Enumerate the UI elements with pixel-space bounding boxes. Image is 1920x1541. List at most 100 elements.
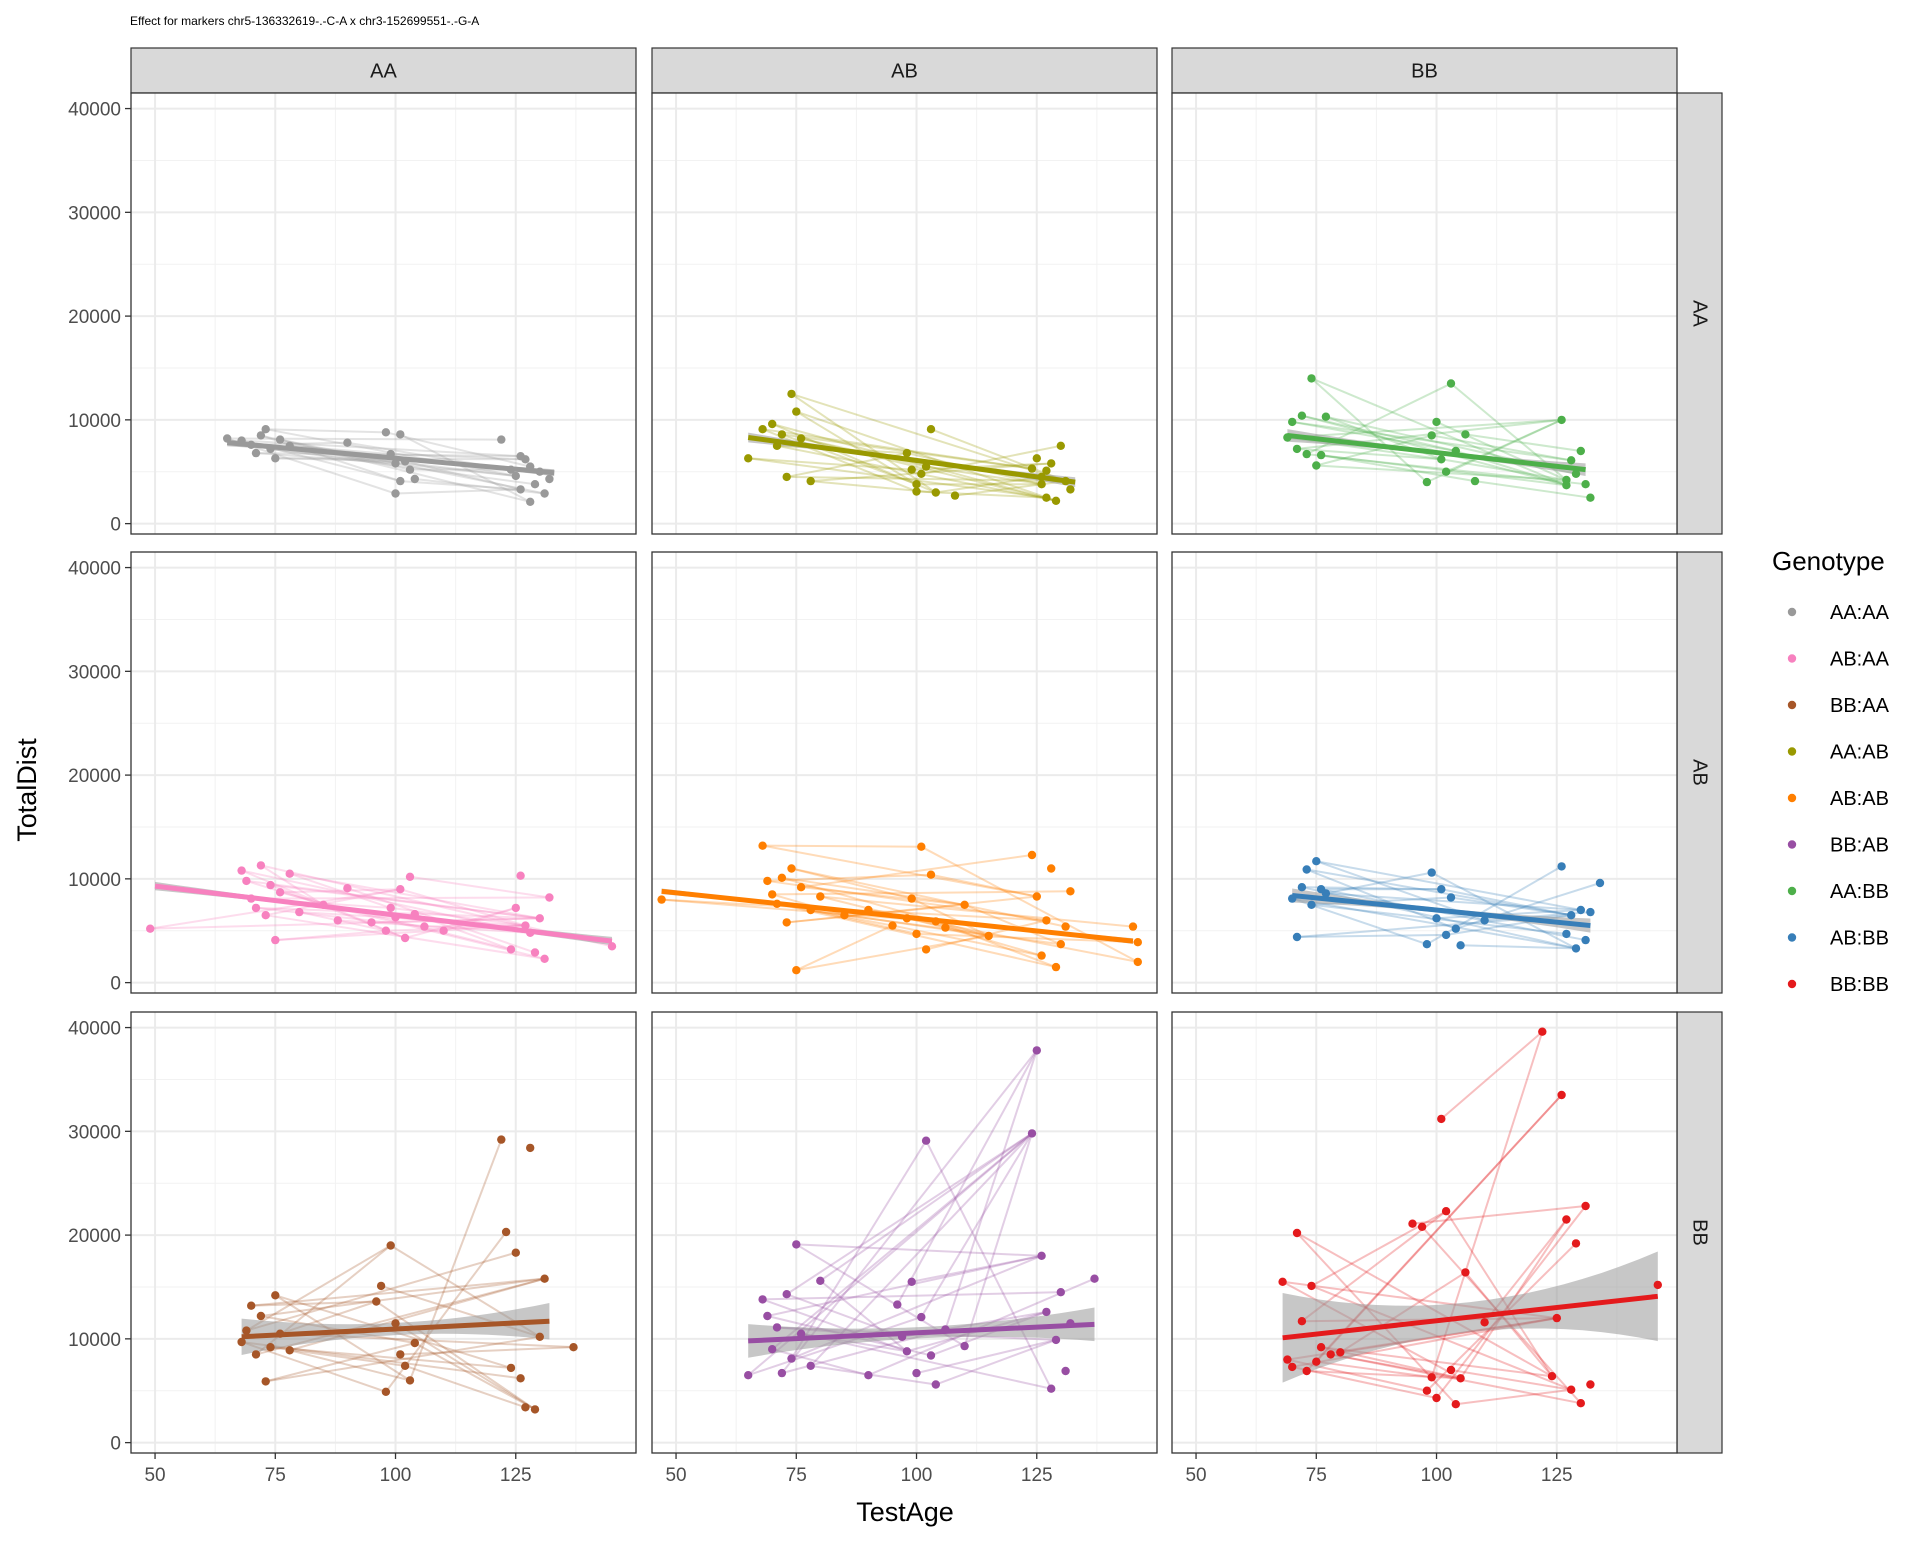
y-tick-label: 20000: [68, 1226, 121, 1247]
data-point: [657, 895, 666, 904]
panel-border: [651, 1011, 1158, 1454]
subject-line: [270, 447, 536, 486]
col-strip-aa: [130, 47, 637, 94]
subject-line: [1412, 1205, 1586, 1225]
data-point: [1056, 441, 1066, 450]
panel-border: [651, 92, 1158, 535]
data-point: [1283, 1355, 1292, 1364]
subject-line: [1450, 1369, 1572, 1391]
data-point: [285, 1346, 294, 1355]
data-point: [1302, 1366, 1311, 1376]
subject-line: [251, 896, 550, 900]
data-point: [931, 1380, 940, 1389]
data-point: [1288, 417, 1297, 427]
subject-line: [916, 1338, 1057, 1375]
panel-background: [652, 1012, 1157, 1453]
subject-line: [246, 879, 540, 920]
subject-line: [1426, 865, 1563, 946]
panel-ab-bb: [1171, 551, 1678, 994]
subject-line: [844, 914, 1061, 946]
legend-item: AB:AA: [1787, 649, 1890, 671]
subject-line: [964, 903, 1062, 946]
data-point: [1446, 1365, 1456, 1375]
data-point: [912, 929, 921, 939]
subject-line: [1320, 888, 1586, 942]
data-point: [1446, 379, 1456, 388]
subject-line: [270, 1346, 512, 1369]
subject-line: [776, 444, 1057, 502]
subject-line: [260, 434, 531, 503]
data-point: [391, 459, 400, 468]
subject-line: [1316, 860, 1581, 911]
data-point: [405, 872, 415, 881]
subject-line: [1287, 418, 1562, 439]
trend-line: [154, 883, 613, 944]
subject-lines: [241, 1139, 574, 1411]
subject-line: [935, 1338, 1057, 1386]
subject-line: [795, 410, 1057, 502]
subject-line: [1441, 888, 1572, 917]
subject-line: [1431, 434, 1572, 462]
legend-item: BB:BB: [1787, 974, 1889, 996]
subject-line: [1306, 868, 1457, 930]
data-point: [386, 903, 395, 913]
trend-line: [1287, 432, 1586, 473]
data-point: [758, 1295, 767, 1304]
data-point: [792, 407, 801, 416]
legend-item: BB:AA: [1787, 695, 1890, 717]
data-point: [1061, 1366, 1070, 1376]
data-point: [1051, 1335, 1061, 1345]
data-point: [1653, 1280, 1663, 1290]
data-point: [506, 945, 516, 954]
data-point: [261, 911, 270, 920]
col-strip-bb: [1171, 47, 1678, 94]
subject-line: [762, 844, 1037, 898]
subject-line: [1325, 892, 1581, 911]
y-tick-label: 10000: [68, 411, 121, 432]
trend-line: [241, 1318, 550, 1340]
data-point: [439, 926, 448, 935]
legend-item: AA:BB: [1787, 881, 1889, 903]
data-point: [1461, 1268, 1470, 1277]
subject-line: [935, 475, 1042, 494]
data-points: [223, 425, 554, 506]
data-point: [1557, 862, 1566, 871]
data-point: [497, 1135, 506, 1144]
data-point: [893, 1300, 902, 1309]
data-point: [521, 1403, 530, 1412]
data-point: [1422, 477, 1432, 487]
data-point: [960, 900, 969, 909]
subject-line: [265, 888, 401, 917]
subject-line: [375, 1300, 536, 1411]
data-point: [816, 892, 825, 901]
row-strip-label: AB: [1689, 759, 1711, 786]
subject-line: [767, 1254, 1042, 1318]
subject-line: [409, 1139, 503, 1381]
data-point: [1456, 1374, 1465, 1383]
subject-line: [241, 869, 531, 934]
data-point: [758, 425, 767, 434]
data-point: [1408, 1219, 1417, 1228]
subject-line: [385, 431, 531, 468]
data-point: [410, 1338, 419, 1348]
data-point: [796, 883, 806, 892]
data-point: [1586, 1380, 1595, 1389]
data-point: [917, 842, 926, 851]
data-point: [511, 1248, 520, 1257]
data-point: [1557, 415, 1566, 425]
data-point: [1037, 1251, 1046, 1261]
subject-line: [796, 934, 989, 972]
x-tick-label: 50: [144, 1465, 165, 1486]
data-point: [266, 1343, 275, 1352]
data-point: [902, 1347, 912, 1356]
subject-line: [748, 457, 912, 471]
legend-key: [1787, 700, 1797, 710]
data-point: [816, 1276, 825, 1286]
data-point: [540, 954, 549, 963]
legend: Genotype AA:AAAB:AABB:AAAA:ABAB:ABBB:ABA…: [1772, 546, 1890, 996]
data-point: [516, 1374, 525, 1383]
subject-line: [400, 888, 526, 927]
data-point: [1027, 850, 1037, 860]
data-point: [806, 1361, 815, 1371]
data-point: [146, 924, 155, 933]
